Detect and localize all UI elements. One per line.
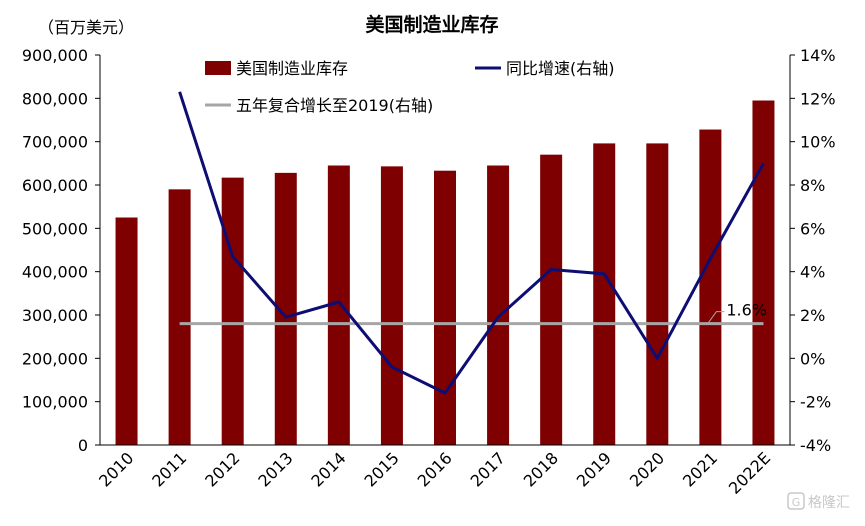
bar-2020 (646, 143, 669, 445)
watermark-logo-icon (787, 492, 805, 510)
watermark-text: 格隆汇 (808, 495, 850, 511)
bar-2013 (274, 172, 297, 445)
x-tick-label: 2012 (201, 448, 243, 490)
right-tick-label: 6% (800, 219, 825, 238)
left-tick-label: 300,000 (22, 306, 88, 325)
x-tick-label: 2010 (95, 448, 137, 490)
right-tick-label: 0% (800, 349, 825, 368)
bar-2014 (327, 165, 350, 445)
growth-line-series (178, 91, 765, 395)
x-tick-label: 2018 (520, 448, 562, 490)
left-axis-unit: （百万美元） (38, 18, 134, 37)
x-tick-label: 2011 (148, 448, 190, 490)
reference-line-group: 1.6% (179, 301, 767, 326)
left-tick-label: 200,000 (22, 349, 88, 368)
left-tick-label: 400,000 (22, 263, 88, 282)
x-tick-label: 2017 (467, 448, 509, 490)
bar-2016 (434, 170, 456, 445)
reference-leader-line (707, 311, 725, 323)
right-tick-label: 12% (800, 89, 836, 108)
x-tick-label: 2013 (254, 448, 296, 490)
x-tick-label: 2021 (679, 448, 721, 490)
right-tick-label: 4% (800, 263, 825, 282)
left-tick-label: 0 (78, 436, 88, 455)
right-tick-label: 10% (800, 133, 836, 152)
growth-line (178, 91, 765, 395)
x-tick-label: 2022E (725, 448, 774, 497)
watermark: G 格隆汇 (787, 492, 850, 511)
chart-title: 美国制造业库存 (365, 13, 498, 36)
bar-2019 (593, 143, 616, 445)
bar-2015 (380, 166, 403, 445)
x-tick-label: 2019 (573, 448, 615, 490)
left-tick-label: 900,000 (22, 46, 88, 65)
bar-2021 (699, 129, 722, 446)
x-tick-label: 2016 (414, 448, 456, 490)
left-tick-label: 600,000 (22, 176, 88, 195)
bar-series (115, 100, 775, 446)
bar-2018 (540, 154, 563, 445)
legend-ref-label: 五年复合增长至2019(右轴) (236, 96, 433, 115)
bar-2012 (221, 177, 244, 445)
left-tick-label: 500,000 (22, 219, 88, 238)
left-tick-label: 800,000 (22, 89, 88, 108)
legend-bar-label: 美国制造业库存 (236, 59, 348, 78)
left-tick-label: 700,000 (22, 133, 88, 152)
right-tick-label: 8% (800, 176, 825, 195)
watermark-logo-glyph: G (792, 496, 801, 509)
right-tick-label: 2% (800, 306, 825, 325)
right-tick-label: -4% (800, 436, 831, 455)
right-tick-label: -2% (800, 393, 831, 412)
bar-2022E (752, 100, 775, 445)
left-axis-ticks: 0 100,000 200,000 300,000 400,000 500,000 600,… (22, 46, 100, 455)
right-axis-ticks: -4% -2% 0% 2% 4% 6% 8% 10% 12% 14% (790, 46, 836, 455)
left-tick-label: 100,000 (22, 393, 88, 412)
bar-2010 (115, 217, 138, 445)
legend-growth-label: 同比增速(右轴) (506, 59, 615, 78)
x-tick-label: 2020 (626, 448, 668, 490)
x-axis-labels: 2010 2011 2012 2013 2014 2015 2016 2017 2018 2019… (95, 448, 774, 497)
bar-2011 (168, 189, 191, 445)
x-tick-label: 2014 (307, 448, 349, 490)
x-tick-label: 2015 (361, 448, 403, 490)
reference-line-label: 1.6% (726, 301, 767, 320)
legend: 美国制造业库存 同比增速(右轴) 五年复合增长至2019(右轴) (205, 59, 615, 115)
right-tick-label: 14% (800, 46, 836, 65)
bar-2017 (487, 165, 510, 445)
legend-bar-swatch (205, 61, 231, 75)
